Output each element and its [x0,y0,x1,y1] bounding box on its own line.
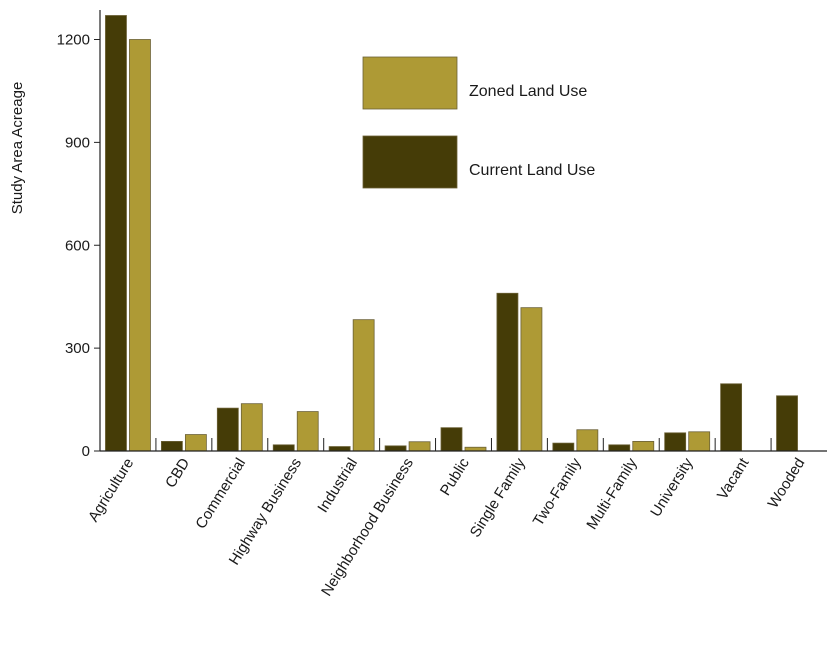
y-tick-label: 300 [65,340,90,357]
category-label: Industrial [314,455,361,516]
y-tick-label: 600 [65,237,90,254]
bar-zoned-land-use [576,429,599,452]
legend-label: Zoned Land Use [469,83,587,100]
y-axis-title: Study Area Acreage [9,82,26,215]
bar-current-land-use [552,442,575,452]
bar-zoned-land-use [688,431,711,452]
category-label: CBD [162,455,193,491]
bar-current-land-use [720,383,743,452]
bar-current-land-use [160,440,183,452]
legend-label: Current Land Use [469,162,595,179]
bar-current-land-use [608,444,631,452]
y-axis-ticks: 0 300 600 900 1200 [57,32,100,460]
bar-zoned-land-use [129,39,151,452]
legend-swatch [362,56,458,110]
legend: Zoned Land Use Current Land Use [362,56,595,189]
legend-swatch [362,135,458,189]
bar-current-land-use [664,432,687,452]
y-tick-label: 1200 [57,32,90,49]
category-label: Public [437,455,473,499]
bars [105,15,822,452]
y-tick-label: 0 [82,443,90,460]
bar-current-land-use [328,446,351,452]
bar-zoned-land-use [296,411,319,452]
bar-zoned-land-use [352,319,375,452]
bar-zoned-land-use [520,307,543,452]
y-tick-label: 900 [65,134,90,151]
category-label: University [647,455,697,520]
bar-current-land-use [105,15,127,452]
axes [99,10,827,452]
category-label: Two-Family [530,455,585,529]
bar-zoned-land-use [632,440,655,452]
category-label: Vacant [714,454,753,502]
bar-current-land-use [440,427,463,452]
bar-current-land-use [496,292,519,452]
bar-zoned-land-use [408,441,431,452]
bar-zoned-land-use [184,434,207,452]
bar-current-land-use [272,444,295,452]
bar-zoned-land-use [240,403,263,452]
category-label: Commercial [192,455,249,532]
bar-current-land-use [216,407,239,452]
category-label: Wooded [765,455,809,511]
category-label: Multi-Family [583,455,641,533]
bar-current-land-use [776,395,798,452]
bar-current-land-use [384,445,407,452]
category-label: Agriculture [85,455,137,525]
category-label: Single Family [467,455,529,541]
